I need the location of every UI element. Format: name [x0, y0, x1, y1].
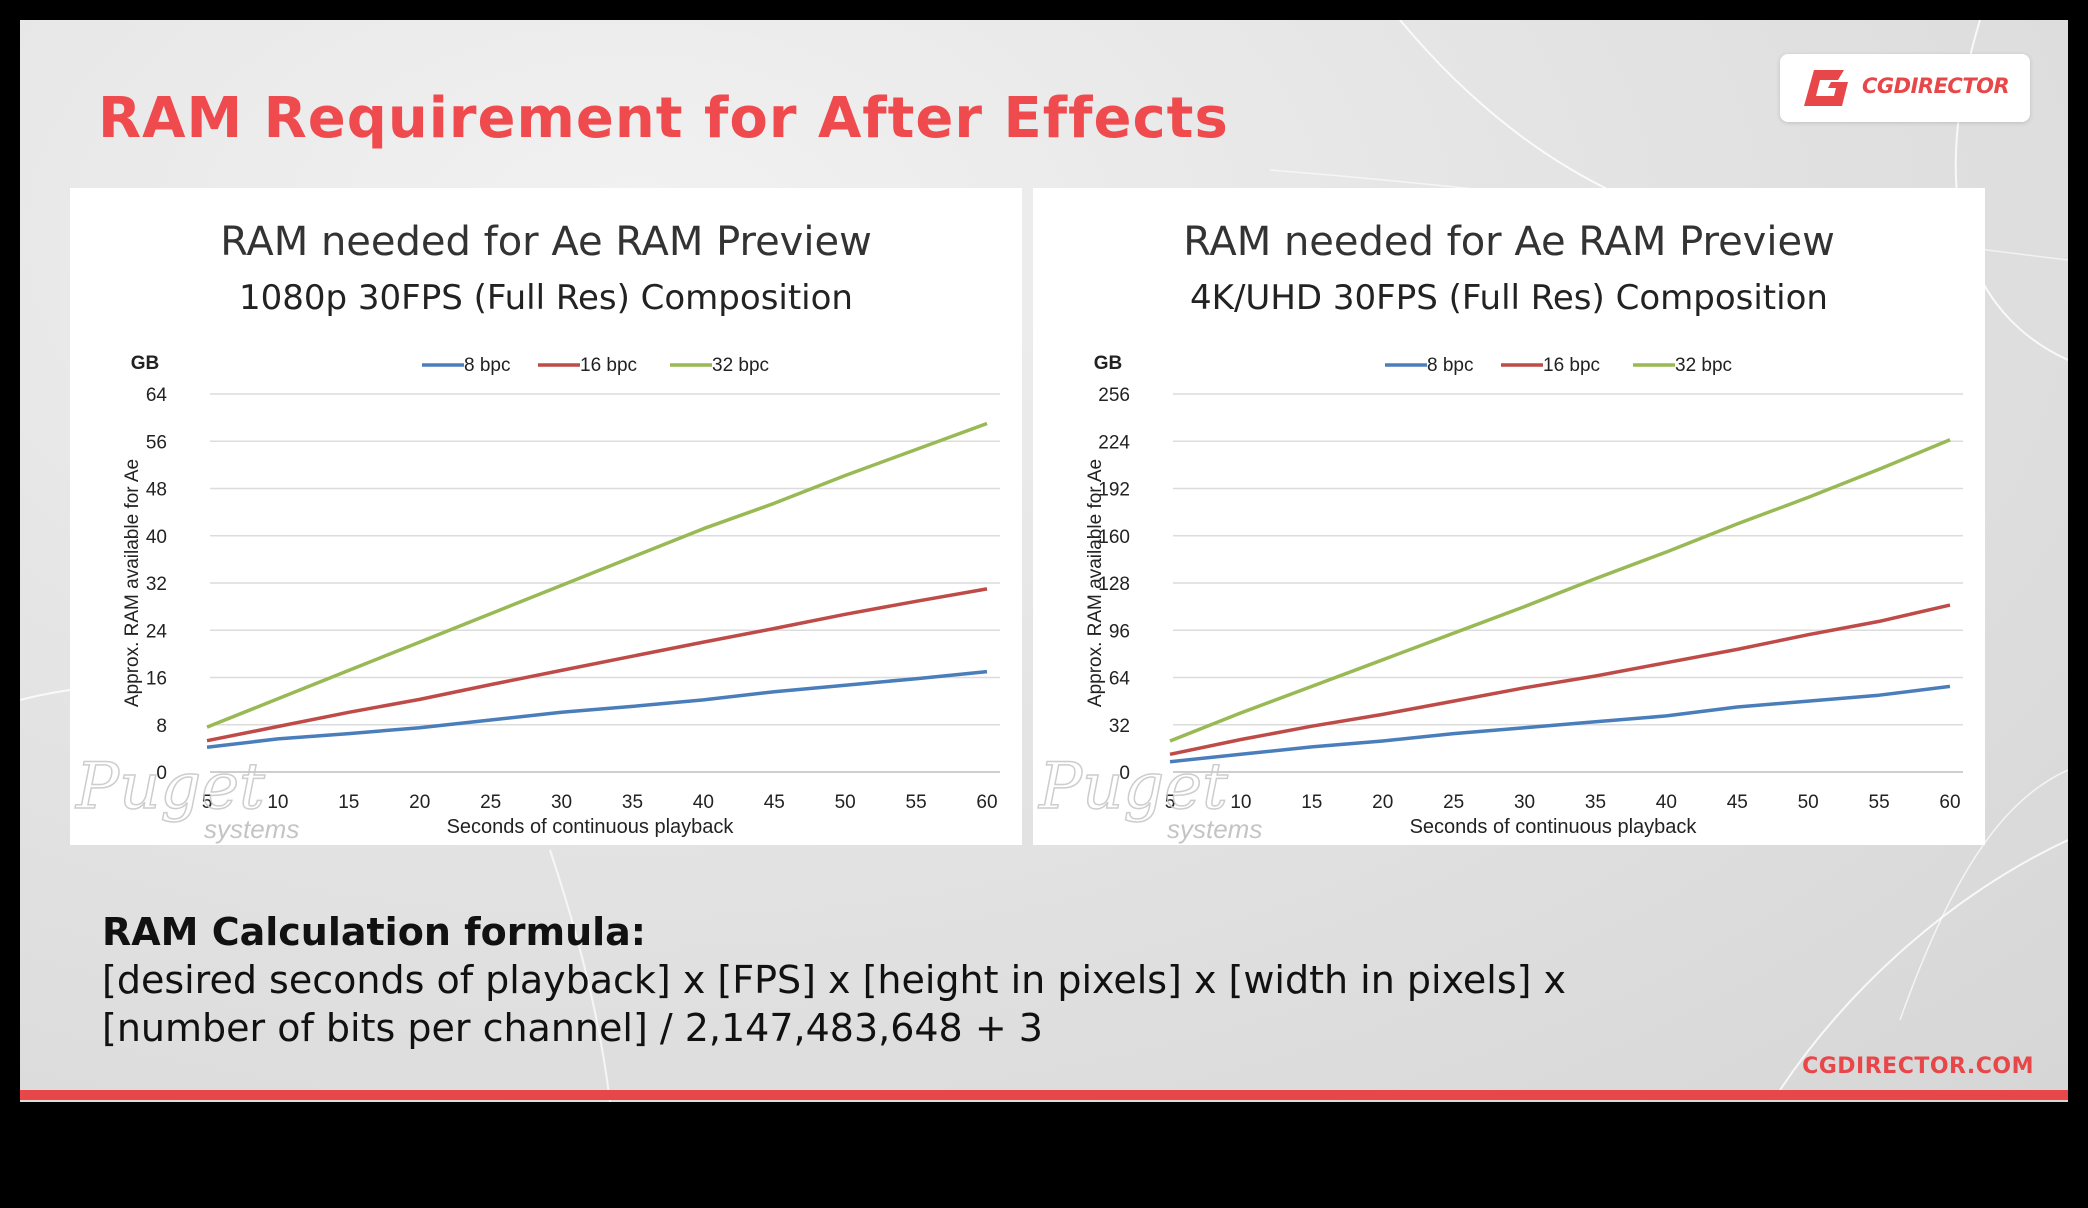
formula-block: RAM Calculation formula: [desired second… [102, 908, 1802, 1052]
x-tick-label: 20 [409, 792, 430, 813]
y-tick-label: 48 [146, 480, 167, 501]
brand-logo: CGDIRECTOR [1780, 54, 2030, 122]
formula-line-2: [number of bits per channel] / 2,147,483… [102, 1006, 1043, 1050]
x-tick-label: 55 [1869, 792, 1890, 813]
y-tick-label: 0 [156, 763, 167, 784]
legend-label: 8 bpc [1427, 355, 1473, 376]
y-tick-label: 8 [156, 716, 167, 737]
chart-1080p: RAM needed for Ae RAM Preview 1080p 30FPS… [70, 188, 1022, 845]
series-line-8-bpc [206, 669, 988, 749]
legend-label: 16 bpc [1543, 355, 1600, 376]
x-tick-label: 35 [622, 792, 643, 813]
series-line-16-bpc [206, 587, 988, 743]
cgdirector-logo-icon [1804, 70, 1848, 106]
watermark-puget: Puget [75, 750, 265, 824]
series-line-16-bpc [1169, 603, 1951, 757]
chart-title: RAM needed for Ae RAM Preview [1183, 219, 1835, 265]
x-tick-label: 35 [1585, 792, 1606, 813]
x-tick-label: 50 [835, 792, 856, 813]
x-tick-label: 10 [1230, 792, 1251, 813]
brand-name: CGDIRECTOR [1862, 74, 2010, 98]
formula-heading: RAM Calculation formula: [102, 910, 646, 954]
y-tick-label: 160 [1098, 527, 1130, 548]
x-tick-label: 60 [976, 792, 997, 813]
x-tick-label: 20 [1372, 792, 1393, 813]
x-tick-label: 25 [480, 792, 501, 813]
bottom-accent-bar [20, 1090, 2068, 1100]
watermark-systems: systems [204, 814, 299, 844]
x-tick-label: 45 [764, 792, 785, 813]
x-tick-label: 30 [551, 792, 572, 813]
y-tick-label: 16 [146, 669, 167, 690]
legend-label: 32 bpc [1675, 355, 1732, 376]
series-line-8-bpc [1169, 684, 1951, 764]
x-axis-label: Seconds of continuous playback [1410, 816, 1698, 838]
x-tick-label: 5 [202, 792, 213, 813]
y-tick-label: 0 [1119, 763, 1130, 784]
x-tick-label: 15 [338, 792, 359, 813]
y-tick-label: 64 [146, 385, 168, 406]
y-axis-label: Approx. RAM available for Ae [1085, 459, 1106, 707]
x-axis-label: Seconds of continuous playback [447, 816, 735, 838]
chart-subtitle: 1080p 30FPS (Full Res) Composition [239, 278, 853, 318]
x-tick-label: 25 [1443, 792, 1464, 813]
y-tick-label: 56 [146, 432, 167, 453]
y-tick-label: 96 [1109, 621, 1130, 642]
y-tick-label: 24 [146, 621, 168, 642]
series-line-32-bpc [1169, 438, 1951, 743]
legend-label: 16 bpc [580, 355, 637, 376]
y-tick-label: 40 [146, 527, 167, 548]
formula-line-1: [desired seconds of playback] x [FPS] x … [102, 958, 1567, 1002]
y-axis-label: Approx. RAM available for Ae [122, 459, 143, 707]
y-unit-label: GB [131, 353, 160, 374]
y-tick-label: 128 [1098, 574, 1130, 595]
x-tick-label: 30 [1514, 792, 1535, 813]
y-unit-label: GB [1094, 353, 1123, 374]
chart-1080p-svg: RAM needed for Ae RAM Preview 1080p 30FPS… [74, 219, 1000, 844]
slide-title: RAM Requirement for After Effects [98, 86, 1229, 151]
y-tick-label: 192 [1098, 480, 1130, 501]
x-tick-label: 60 [1939, 792, 1960, 813]
series-line-32-bpc [206, 421, 988, 729]
chart-4k: RAM needed for Ae RAM Preview 4K/UHD 30FP… [1033, 188, 1985, 845]
y-tick-label: 32 [146, 574, 167, 595]
y-tick-label: 32 [1109, 716, 1130, 737]
x-tick-label: 55 [906, 792, 927, 813]
y-tick-label: 256 [1098, 385, 1130, 406]
y-tick-label: 64 [1109, 669, 1131, 690]
x-tick-label: 5 [1165, 792, 1176, 813]
watermark-puget: Puget [1038, 750, 1228, 824]
y-tick-label: 224 [1098, 432, 1130, 453]
website-url: CGDIRECTOR.COM [1802, 1054, 2034, 1079]
x-tick-label: 10 [267, 792, 288, 813]
x-tick-label: 15 [1301, 792, 1322, 813]
watermark-systems: systems [1167, 814, 1262, 844]
legend-label: 32 bpc [712, 355, 769, 376]
x-tick-label: 40 [693, 792, 714, 813]
x-tick-label: 45 [1727, 792, 1748, 813]
chart-subtitle: 4K/UHD 30FPS (Full Res) Composition [1190, 278, 1828, 318]
chart-title: RAM needed for Ae RAM Preview [220, 219, 872, 265]
x-tick-label: 50 [1798, 792, 1819, 813]
legend-label: 8 bpc [464, 355, 510, 376]
chart-4k-svg: RAM needed for Ae RAM Preview 4K/UHD 30FP… [1037, 219, 1963, 844]
x-tick-label: 40 [1656, 792, 1677, 813]
